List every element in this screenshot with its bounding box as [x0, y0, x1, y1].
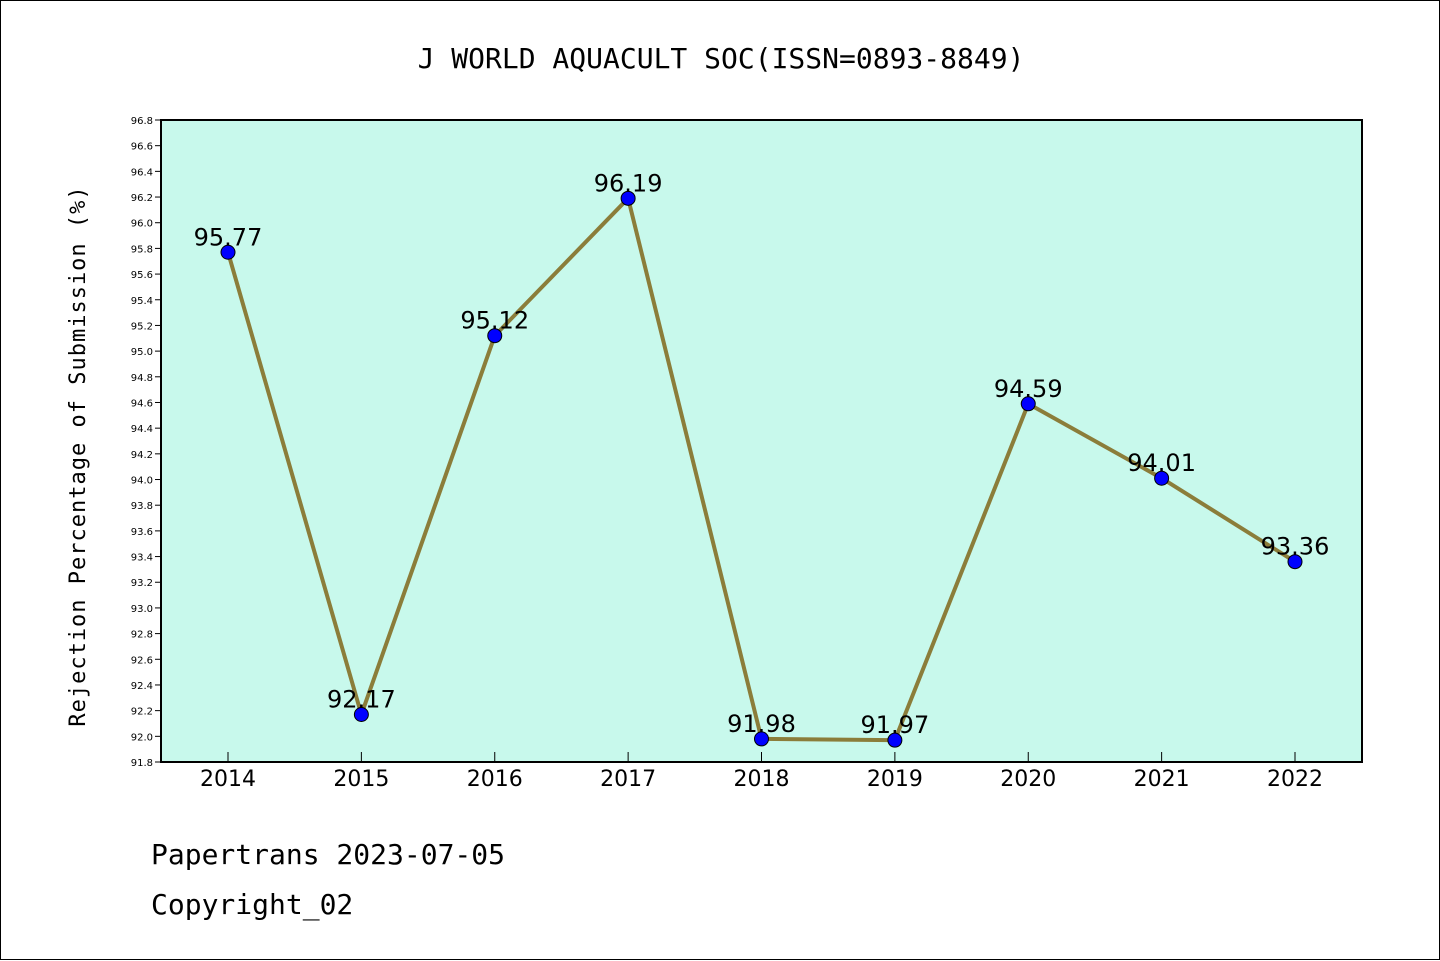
y-tick-label: 94.6	[131, 398, 153, 409]
y-tick-label: 92.6	[131, 655, 153, 666]
y-tick-label: 94.4	[131, 424, 153, 435]
x-tick-label: 2022	[1267, 767, 1323, 792]
data-label: 93.36	[1261, 533, 1330, 561]
y-tick-label: 96.0	[131, 219, 153, 230]
chart-title: J WORLD AQUACULT SOC(ISSN=0893-8849)	[418, 42, 1025, 75]
x-tick-label: 2015	[333, 767, 389, 792]
data-label: 96.19	[594, 169, 663, 197]
y-tick-label: 93.0	[131, 604, 153, 615]
series-line-segment	[226, 250, 364, 717]
x-axis: 2014 2015 2016 2017 2018 2019 2020 2021 2022	[200, 752, 1323, 792]
y-tick-label: 92.4	[131, 681, 153, 692]
data-label: 94.01	[1127, 449, 1196, 477]
x-tick-label: 2016	[467, 767, 523, 792]
y-tick-label: 94.8	[131, 373, 153, 384]
x-tick-label: 2019	[867, 767, 923, 792]
plot-area	[160, 119, 1363, 763]
x-tick-label: 2021	[1134, 767, 1190, 792]
series-line-segment	[1026, 401, 1164, 481]
x-tick-label: 2017	[600, 767, 656, 792]
footer-copyright: Copyright_02	[151, 888, 353, 922]
data-point-marker	[754, 731, 769, 747]
data-label: 91.97	[861, 711, 930, 739]
data-point-marker	[887, 732, 903, 748]
y-tick-label: 95.0	[131, 347, 153, 358]
y-tick-label: 95.4	[131, 296, 153, 307]
series-line-segment	[626, 196, 764, 741]
data-point-marker	[353, 706, 369, 722]
x-tick-label: 2018	[734, 767, 790, 792]
series-line-segment	[359, 333, 497, 717]
data-point-marker	[1020, 396, 1036, 412]
y-tick-label: 92.0	[131, 732, 153, 743]
data-point-marker	[220, 244, 236, 260]
y-tick-label: 94.0	[131, 476, 153, 487]
data-label: 95.77	[194, 223, 263, 251]
data-label: 92.17	[327, 685, 396, 713]
data-point-marker	[487, 328, 503, 344]
y-tick-label: 96.6	[131, 142, 153, 153]
footer-date: Papertrans 2023-07-05	[151, 838, 505, 871]
y-axis-label: Rejection Percentage of Submission (%)	[66, 185, 91, 726]
y-tick-label: 91.8	[131, 758, 153, 769]
y-tick-label: 92.8	[131, 630, 153, 641]
series-line-segment	[892, 401, 1031, 743]
y-tick-label: 96.2	[131, 193, 153, 204]
series-line-segment	[1159, 476, 1297, 564]
y-tick-label: 93.4	[131, 553, 153, 564]
series-line-segment	[759, 736, 897, 743]
series-line-group	[226, 196, 1297, 743]
y-tick-label: 92.2	[131, 707, 153, 718]
series-line-segment	[492, 196, 631, 338]
y-tick-label: 96.8	[131, 116, 153, 127]
data-label: 94.59	[994, 375, 1063, 403]
data-point-marker	[620, 190, 636, 206]
y-tick-label: 96.4	[131, 167, 153, 178]
data-label: 91.98	[727, 710, 796, 738]
y-tick-label: 95.2	[131, 321, 153, 332]
y-tick-label: 94.2	[131, 450, 153, 461]
data-point-marker	[1287, 554, 1303, 570]
y-axis: 91.8 92.0 92.2 92.4 92.6 92.8 93.0 93.2 93.4 93.6…	[131, 116, 161, 769]
data-point-marker	[1154, 470, 1170, 486]
y-tick-label: 93.8	[131, 501, 153, 512]
x-tick-label: 2014	[200, 767, 256, 792]
x-tick-label: 2020	[1000, 767, 1056, 792]
y-tick-label: 93.2	[131, 578, 153, 589]
data-label: 95.12	[460, 307, 529, 335]
y-tick-label: 95.8	[131, 244, 153, 255]
data-label-group: 95.77 92.17 95.12 96.19 91.98 91.97 94.59 94.01…	[194, 169, 1330, 739]
y-tick-label: 93.6	[131, 527, 153, 538]
marker-group	[220, 190, 1303, 748]
y-tick-label: 95.6	[131, 270, 153, 281]
